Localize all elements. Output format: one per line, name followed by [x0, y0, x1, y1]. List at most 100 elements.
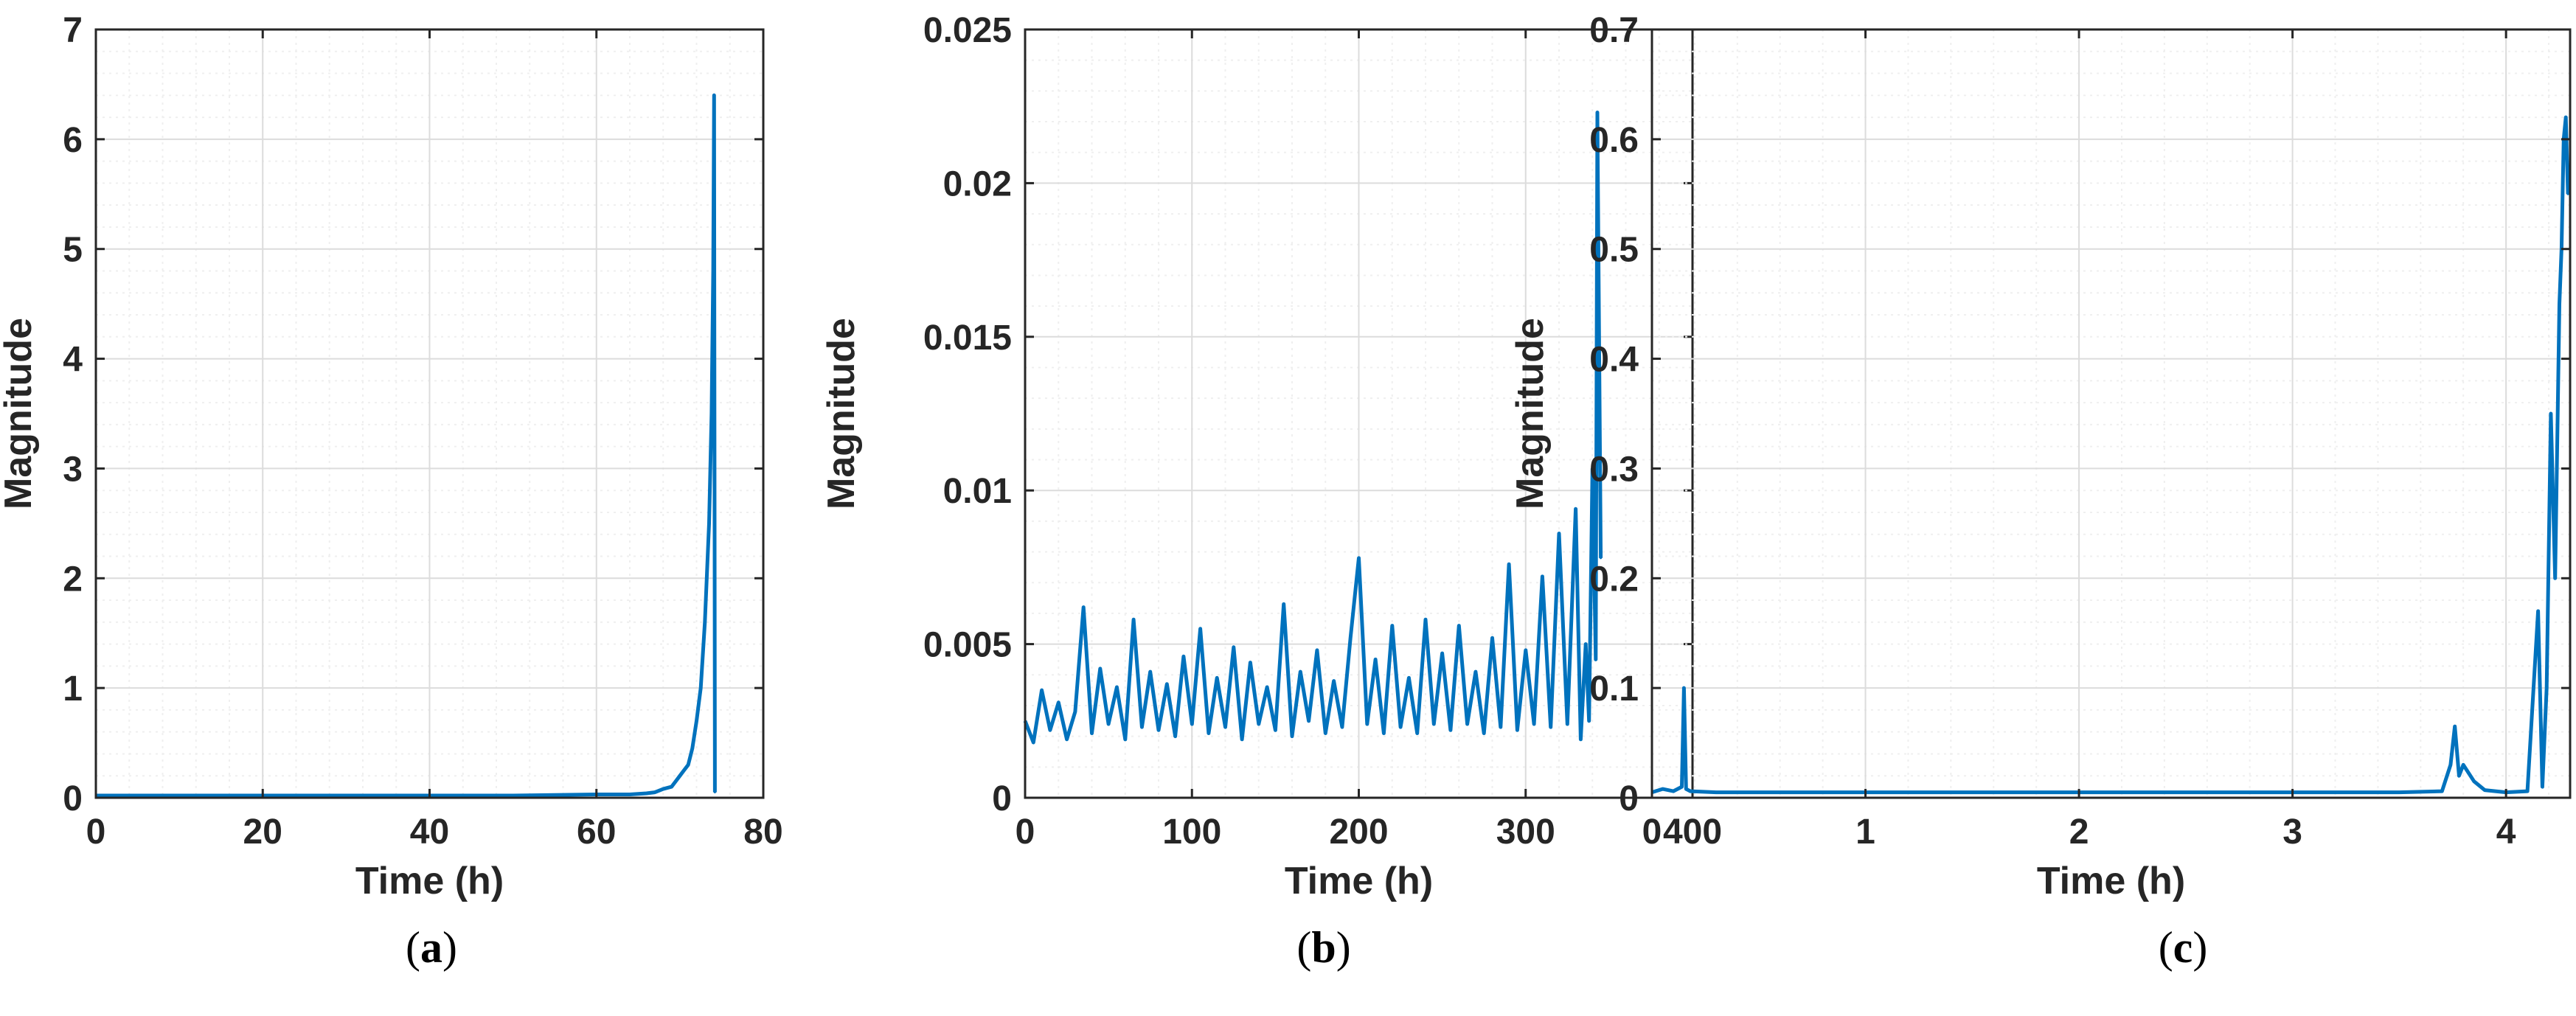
data-point — [1107, 723, 1110, 726]
data-point — [1032, 741, 1035, 744]
data-point — [1482, 731, 1485, 734]
data-point — [1579, 738, 1582, 741]
data-point — [1449, 728, 1452, 731]
data-point — [2541, 785, 2544, 788]
x-tick-label: 60 — [577, 813, 616, 852]
data-point — [1282, 602, 1285, 605]
y-tick-label: 3 — [63, 450, 83, 489]
y-tick-label: 0 — [1619, 779, 1639, 818]
x-axis-label: Time (h) — [1285, 860, 1433, 902]
data-point — [178, 794, 181, 797]
x-tick-label: 20 — [243, 813, 282, 852]
data-point — [2566, 192, 2569, 195]
data-point — [1600, 557, 1603, 560]
y-tick-label: 0.5 — [1589, 231, 1639, 270]
data-point — [1182, 655, 1185, 658]
x-axis-label: Time (h) — [355, 860, 504, 902]
y-tick-label: 0.3 — [1589, 450, 1639, 489]
axes-box — [1650, 28, 2572, 799]
data-point — [1157, 728, 1160, 731]
x-tick-label: 4 — [2496, 813, 2516, 852]
data-point — [1324, 731, 1327, 734]
data-point — [699, 686, 702, 689]
data-point — [1416, 731, 1419, 734]
data-point — [1588, 720, 1591, 723]
data-point — [1224, 726, 1226, 728]
data-point — [1232, 646, 1235, 649]
data-point — [1441, 652, 1444, 655]
data-point — [1558, 532, 1560, 535]
data-point — [1249, 661, 1251, 664]
data-point — [2184, 791, 2187, 794]
data-point — [1115, 686, 1118, 689]
data-point — [713, 791, 716, 794]
y-axis-label: Magnitude — [0, 318, 40, 509]
data-point — [1532, 723, 1535, 726]
data-point — [1257, 723, 1260, 726]
data-point — [1291, 735, 1294, 738]
data-point — [1124, 738, 1127, 741]
data-point — [2473, 780, 2476, 783]
data-point — [1074, 710, 1077, 713]
data-point — [1140, 726, 1143, 728]
data-point — [2462, 763, 2465, 766]
panel-b: 0 100 200 300 40000.0050.010.0150.020.025Tim… — [820, 11, 1722, 972]
data-point — [2526, 790, 2529, 793]
panel-c: 0 1 2 3 4 0 0.1 0.2 0.3 0.4 0.5 0.6 0.7 Time (h) Magni… — [1509, 11, 2572, 972]
data-point — [662, 787, 664, 790]
data-point — [1215, 676, 1218, 679]
data-point — [1165, 683, 1168, 686]
data-point — [1591, 467, 1594, 470]
x-tick-label: 80 — [743, 813, 782, 852]
y-tick-label: 7 — [63, 11, 83, 50]
data-point — [1207, 731, 1210, 734]
data-point — [2457, 774, 2460, 777]
data-point — [1407, 676, 1410, 679]
data-point — [712, 269, 715, 272]
data-point — [1672, 790, 1675, 793]
x-tick-label: 300 — [1496, 813, 1555, 852]
data-point — [1341, 726, 1344, 728]
data-point — [1681, 785, 1684, 788]
data-point — [1274, 728, 1277, 731]
data-point — [687, 763, 690, 766]
y-tick-label: 0 — [63, 779, 83, 818]
data-point — [1099, 667, 1102, 670]
data-point — [1474, 670, 1477, 673]
data-point — [704, 621, 707, 624]
data-point — [2545, 686, 2548, 689]
data-point — [1049, 728, 1052, 731]
data-point — [1466, 723, 1469, 726]
data-point — [707, 522, 710, 525]
data-point — [1349, 636, 1352, 639]
panel-caption: (b) — [1296, 923, 1350, 972]
y-tick-label: 0.2 — [1589, 560, 1639, 599]
data-point — [1457, 624, 1460, 627]
data-point — [1299, 670, 1302, 673]
data-point — [1149, 670, 1152, 673]
y-tick-label: 0 — [992, 779, 1012, 818]
y-tick-label: 6 — [63, 121, 83, 160]
x-tick-label: 0 — [1016, 813, 1035, 852]
data-point — [1132, 618, 1135, 621]
data-point — [678, 774, 681, 777]
data-point — [2398, 791, 2400, 794]
data-point — [1715, 791, 1718, 794]
data-point — [1091, 731, 1093, 734]
data-point — [1575, 507, 1577, 510]
x-tick-label: 0 — [1642, 813, 1662, 852]
data-point — [1424, 618, 1427, 621]
y-axis-label: Magnitude — [1509, 318, 1552, 509]
panel-caption: (c) — [2159, 923, 2208, 972]
data-point — [1594, 658, 1597, 661]
data-point — [653, 791, 656, 794]
data-point — [691, 747, 694, 750]
y-tick-label: 0.015 — [923, 319, 1012, 358]
x-tick-label: 1 — [1855, 813, 1875, 852]
x-tick-label: 100 — [1162, 813, 1221, 852]
panel-a: 0 20 40 60 80 0 1 2 3 4 5 6 7 Time (h) Magnitude (a) — [0, 11, 783, 972]
data-point — [1199, 627, 1202, 630]
data-point — [683, 769, 686, 772]
data-point — [1041, 689, 1044, 692]
